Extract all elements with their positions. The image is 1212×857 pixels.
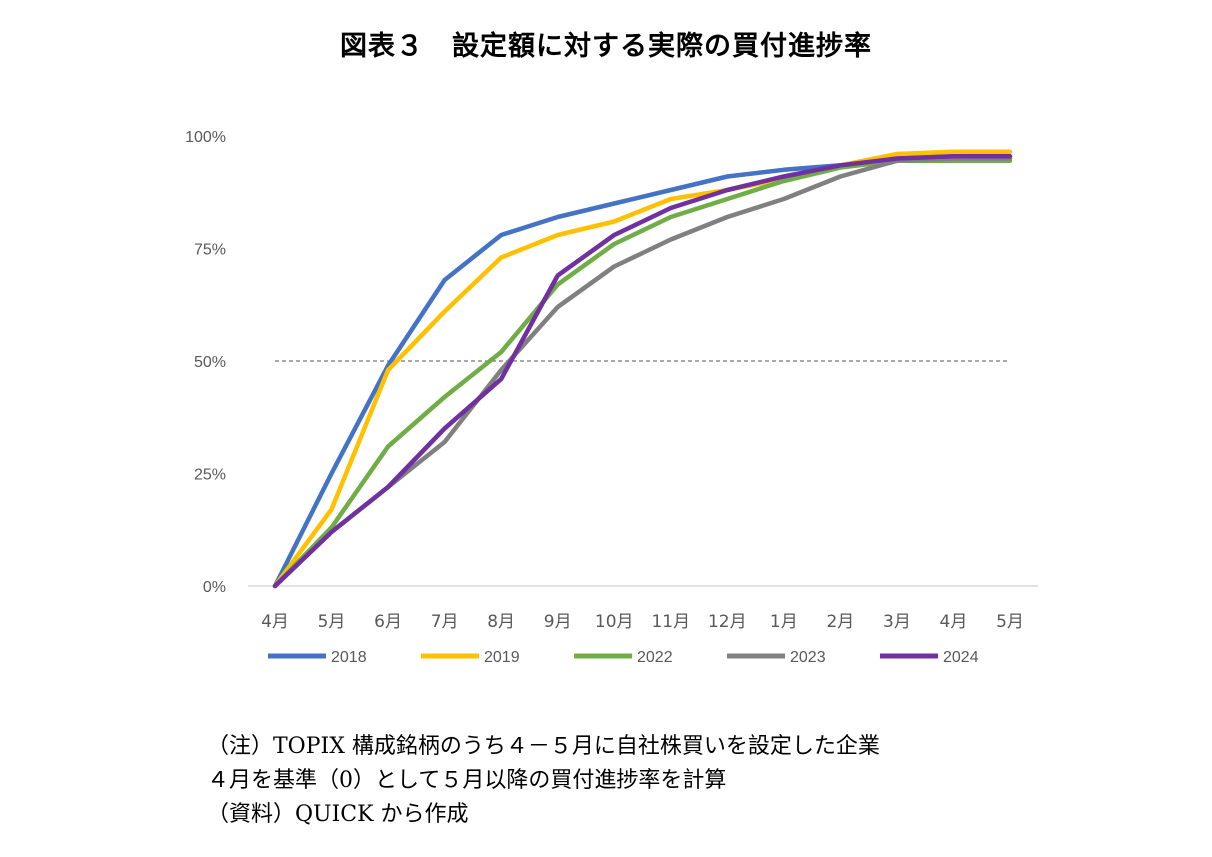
x-tick-label: 3月	[883, 612, 911, 632]
x-tick-label: 8月	[487, 612, 515, 632]
legend-label-2018: 2018	[331, 649, 367, 666]
note-line: ４月を基準（0）として５月以降の買付進捗率を計算	[207, 768, 727, 793]
x-tick-label: 9月	[544, 612, 572, 632]
y-tick-label: 25%	[194, 467, 226, 484]
note-line: （資料）QUICK から作成	[207, 802, 469, 827]
x-tick-label: 5月	[996, 612, 1024, 632]
series-group	[272, 149, 1013, 589]
x-tick-label: 10月	[595, 612, 634, 632]
y-tick-label: 50%	[194, 354, 226, 371]
legend-label-2024: 2024	[943, 649, 979, 666]
legend-label-2019: 2019	[484, 649, 520, 666]
x-tick-label: 1月	[770, 612, 798, 632]
chart-title: 図表３ 設定額に対する実際の買付進捗率	[340, 31, 872, 62]
x-axis-labels: 4月 5月 6月 7月 8月 9月 10月 11月 12月 1月 2月 3月 4月 5月	[261, 612, 1024, 632]
legend-label-2023: 2023	[790, 649, 826, 666]
notes: （注）TOPIX 構成銘柄のうち４－５月に自社株買いを設定した企業 ４月を基準（…	[207, 730, 880, 832]
legend: 2018 2019 2022 2023 2024	[268, 649, 979, 666]
y-tick-label: 100%	[185, 129, 226, 146]
y-tick-label: 75%	[194, 242, 226, 259]
x-tick-label: 5月	[318, 612, 346, 632]
y-axis: 0% 25% 50% 75% 100%	[185, 129, 226, 596]
note-line: （注）TOPIX 構成銘柄のうち４－５月に自社株買いを設定した企業	[207, 734, 880, 759]
y-tick-label: 0%	[203, 579, 226, 596]
series-line-2024	[272, 154, 1013, 589]
x-tick-label: 4月	[261, 612, 289, 632]
series-line-2019	[272, 149, 1013, 589]
x-tick-label: 12月	[708, 612, 747, 632]
x-tick-label: 11月	[651, 612, 690, 632]
legend-label-2022: 2022	[637, 649, 673, 666]
x-tick-label: 4月	[940, 612, 968, 632]
x-tick-label: 2月	[826, 612, 854, 632]
x-tick-label: 6月	[374, 612, 402, 632]
x-tick-label: 7月	[431, 612, 459, 632]
